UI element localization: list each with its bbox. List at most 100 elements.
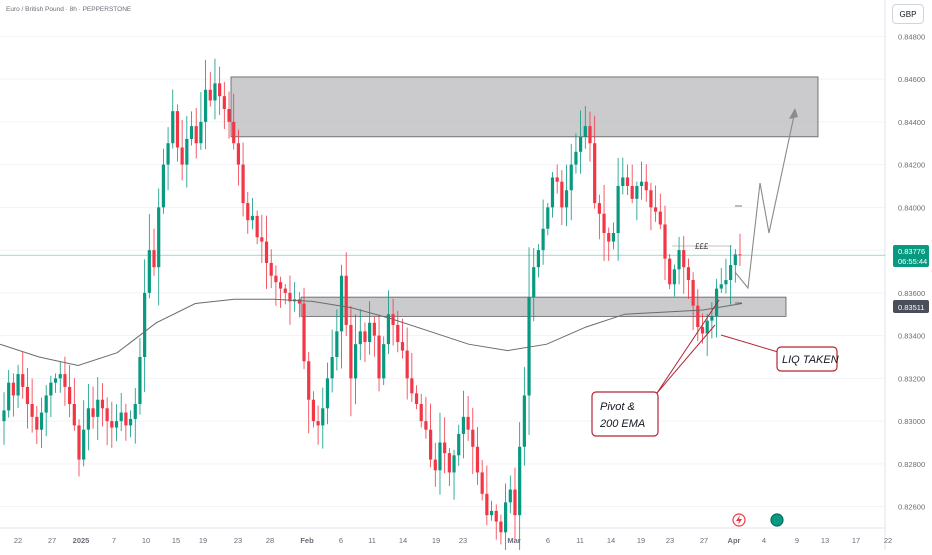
candle-down bbox=[597, 203, 601, 214]
candle-down bbox=[410, 378, 414, 394]
candle-down bbox=[555, 177, 559, 182]
x-tick-label: 23 bbox=[234, 536, 242, 545]
candle-down bbox=[686, 267, 691, 281]
candle-up bbox=[382, 344, 386, 379]
candle-down bbox=[658, 211, 662, 225]
candle-up bbox=[58, 374, 62, 379]
x-tick-label: 11 bbox=[576, 536, 584, 545]
candle-down bbox=[208, 89, 212, 101]
y-tick-label: 0.84000 bbox=[898, 203, 925, 212]
candle-up bbox=[339, 275, 344, 332]
candle-down bbox=[466, 416, 470, 430]
event-icon[interactable] bbox=[770, 513, 784, 527]
lightning-glyph bbox=[736, 515, 742, 525]
x-tick-label: 6 bbox=[339, 536, 343, 545]
candle-up bbox=[504, 502, 508, 533]
candle-down bbox=[691, 280, 695, 306]
x-tick-label: 23 bbox=[459, 536, 467, 545]
candle-down bbox=[433, 459, 437, 471]
candle-down bbox=[278, 282, 283, 289]
candle-down bbox=[602, 213, 606, 234]
candle-up bbox=[546, 207, 550, 229]
x-tick-label: 9 bbox=[795, 536, 799, 545]
candle-down bbox=[625, 177, 630, 186]
candle-up bbox=[677, 250, 681, 270]
x-tick-label: 11 bbox=[368, 536, 376, 545]
candle-up bbox=[335, 331, 339, 357]
liquidity-label: £££ bbox=[695, 242, 709, 251]
x-tick-label: Apr bbox=[728, 536, 741, 545]
pivot-callout-line2: 200 EMA bbox=[599, 418, 645, 430]
candle-down bbox=[274, 275, 278, 283]
candle-down bbox=[349, 324, 353, 379]
level-price-value: 0.83511 bbox=[898, 303, 925, 312]
candle-up bbox=[550, 177, 555, 208]
candle-up bbox=[157, 207, 161, 268]
current-price-badge[interactable] bbox=[893, 245, 929, 267]
candle-up bbox=[714, 288, 719, 317]
zone-supply bbox=[230, 76, 819, 138]
candle-up bbox=[96, 399, 100, 417]
x-tick-label: 19 bbox=[432, 536, 440, 545]
candle-up bbox=[53, 378, 58, 383]
candle-down bbox=[644, 181, 648, 191]
candle-up bbox=[321, 408, 325, 426]
pivot-pointer-line-2 bbox=[656, 324, 716, 394]
candle-down bbox=[91, 408, 95, 417]
candle-down bbox=[682, 250, 686, 268]
candle-down bbox=[222, 96, 226, 110]
candle-down bbox=[593, 143, 597, 204]
candle-down bbox=[307, 361, 311, 400]
candle-down bbox=[654, 207, 658, 212]
candle-down bbox=[175, 111, 180, 148]
candle-down bbox=[105, 408, 109, 422]
candle-up bbox=[185, 138, 189, 165]
candle-up bbox=[705, 320, 709, 334]
candle-down bbox=[100, 399, 105, 409]
candle-down bbox=[344, 275, 348, 325]
candle-down bbox=[25, 386, 30, 405]
candle-up bbox=[522, 395, 526, 447]
y-tick-label: 0.82800 bbox=[898, 460, 925, 469]
candle-down bbox=[663, 224, 667, 259]
candle-up bbox=[457, 433, 461, 456]
chart-title: Euro / British Pound · 8h · PEPPERSTONE bbox=[6, 6, 132, 13]
candle-down bbox=[363, 331, 367, 343]
candle-up bbox=[635, 185, 639, 199]
currency-label[interactable]: GBP bbox=[892, 4, 924, 24]
candle-up bbox=[114, 421, 119, 428]
candle-down bbox=[738, 254, 742, 256]
candle-up bbox=[541, 228, 545, 251]
x-tick-label: 27 bbox=[700, 536, 708, 545]
candle-down bbox=[264, 241, 269, 263]
candle-up bbox=[527, 297, 531, 396]
candle-up bbox=[574, 151, 578, 165]
candle-up bbox=[569, 164, 573, 191]
x-tick-label: 19 bbox=[637, 536, 645, 545]
candle-up bbox=[616, 185, 620, 234]
candle-up bbox=[161, 164, 165, 208]
candle-down bbox=[255, 215, 259, 238]
candle-down bbox=[218, 83, 222, 97]
candle-up bbox=[119, 412, 123, 422]
bar-countdown: 06:55:44 bbox=[898, 257, 927, 266]
candle-up bbox=[710, 316, 714, 321]
candle-up bbox=[250, 215, 255, 221]
candle-up bbox=[138, 356, 142, 405]
candle-up bbox=[368, 322, 372, 343]
candle-down bbox=[236, 143, 240, 165]
candle-up bbox=[564, 190, 569, 208]
candle-down bbox=[302, 303, 306, 362]
level-price-badge[interactable] bbox=[893, 300, 929, 313]
candle-up bbox=[729, 265, 733, 281]
x-tick-label: 19 bbox=[199, 536, 207, 545]
candle-up bbox=[171, 111, 175, 144]
candle-down bbox=[400, 342, 405, 351]
candle-down bbox=[21, 374, 25, 387]
y-tick-label: 0.84600 bbox=[898, 75, 925, 84]
candle-down bbox=[110, 421, 114, 428]
candle-down bbox=[485, 493, 489, 516]
candle-up bbox=[128, 418, 133, 426]
candle-up bbox=[452, 455, 456, 473]
